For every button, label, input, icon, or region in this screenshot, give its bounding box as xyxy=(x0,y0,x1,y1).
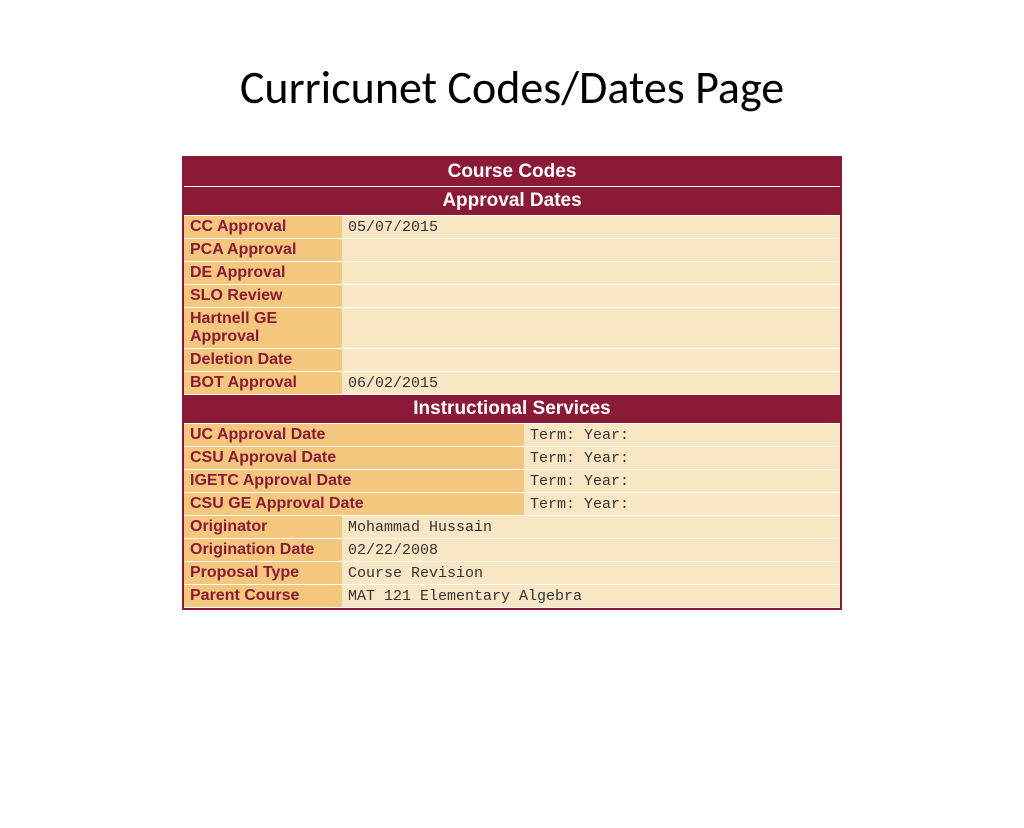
slo-review-label: SLO Review xyxy=(184,285,342,308)
de-approval-value xyxy=(342,262,840,285)
originator-label: Originator xyxy=(184,516,342,539)
hartnell-ge-value xyxy=(342,308,840,349)
pca-approval-value xyxy=(342,239,840,262)
table-row: Originator Mohammad Hussain xyxy=(184,516,840,539)
uc-approval-label: UC Approval Date xyxy=(184,424,524,447)
csu-approval-term: Term: Year: xyxy=(524,447,840,470)
bot-approval-label: BOT Approval xyxy=(184,372,342,395)
origination-date-value: 02/22/2008 xyxy=(342,539,840,562)
instructional-services-table: UC Approval Date Term: Year: CSU Approva… xyxy=(184,424,840,516)
table-row: DE Approval xyxy=(184,262,840,285)
course-codes-header: Course Codes xyxy=(184,158,840,187)
table-row: Origination Date 02/22/2008 xyxy=(184,539,840,562)
table-row: Deletion Date xyxy=(184,349,840,372)
proposal-type-value: Course Revision xyxy=(342,562,840,585)
bot-approval-value: 06/02/2015 xyxy=(342,372,840,395)
cc-approval-label: CC Approval xyxy=(184,216,342,239)
csu-ge-approval-term: Term: Year: xyxy=(524,493,840,516)
table-row: Hartnell GE Approval xyxy=(184,308,840,349)
table-row: Parent Course MAT 121 Elementary Algebra xyxy=(184,585,840,608)
table-row: PCA Approval xyxy=(184,239,840,262)
de-approval-label: DE Approval xyxy=(184,262,342,285)
meta-table: Originator Mohammad Hussain Origination … xyxy=(184,516,840,608)
proposal-type-label: Proposal Type xyxy=(184,562,342,585)
table-row: CC Approval 05/07/2015 xyxy=(184,216,840,239)
table-row: UC Approval Date Term: Year: xyxy=(184,424,840,447)
igetc-approval-label: IGETC Approval Date xyxy=(184,470,524,493)
approval-dates-header: Approval Dates xyxy=(184,187,840,216)
page-title: Curricunet Codes/Dates Page xyxy=(0,60,1024,116)
parent-course-label: Parent Course xyxy=(184,585,342,608)
table-row: IGETC Approval Date Term: Year: xyxy=(184,470,840,493)
table-row: Proposal Type Course Revision xyxy=(184,562,840,585)
parent-course-value: MAT 121 Elementary Algebra xyxy=(342,585,840,608)
approval-dates-table: CC Approval 05/07/2015 PCA Approval DE A… xyxy=(184,216,840,395)
table-row: SLO Review xyxy=(184,285,840,308)
table-row: CSU GE Approval Date Term: Year: xyxy=(184,493,840,516)
cc-approval-value: 05/07/2015 xyxy=(342,216,840,239)
hartnell-ge-label: Hartnell GE Approval xyxy=(184,308,342,349)
origination-date-label: Origination Date xyxy=(184,539,342,562)
table-row: CSU Approval Date Term: Year: xyxy=(184,447,840,470)
deletion-date-label: Deletion Date xyxy=(184,349,342,372)
instructional-services-header: Instructional Services xyxy=(184,395,840,424)
csu-approval-label: CSU Approval Date xyxy=(184,447,524,470)
uc-approval-term: Term: Year: xyxy=(524,424,840,447)
slo-review-value xyxy=(342,285,840,308)
igetc-approval-term: Term: Year: xyxy=(524,470,840,493)
pca-approval-label: PCA Approval xyxy=(184,239,342,262)
csu-ge-approval-label: CSU GE Approval Date xyxy=(184,493,524,516)
table-row: BOT Approval 06/02/2015 xyxy=(184,372,840,395)
originator-value: Mohammad Hussain xyxy=(342,516,840,539)
deletion-date-value xyxy=(342,349,840,372)
course-codes-panel: Course Codes Approval Dates CC Approval … xyxy=(182,156,842,610)
